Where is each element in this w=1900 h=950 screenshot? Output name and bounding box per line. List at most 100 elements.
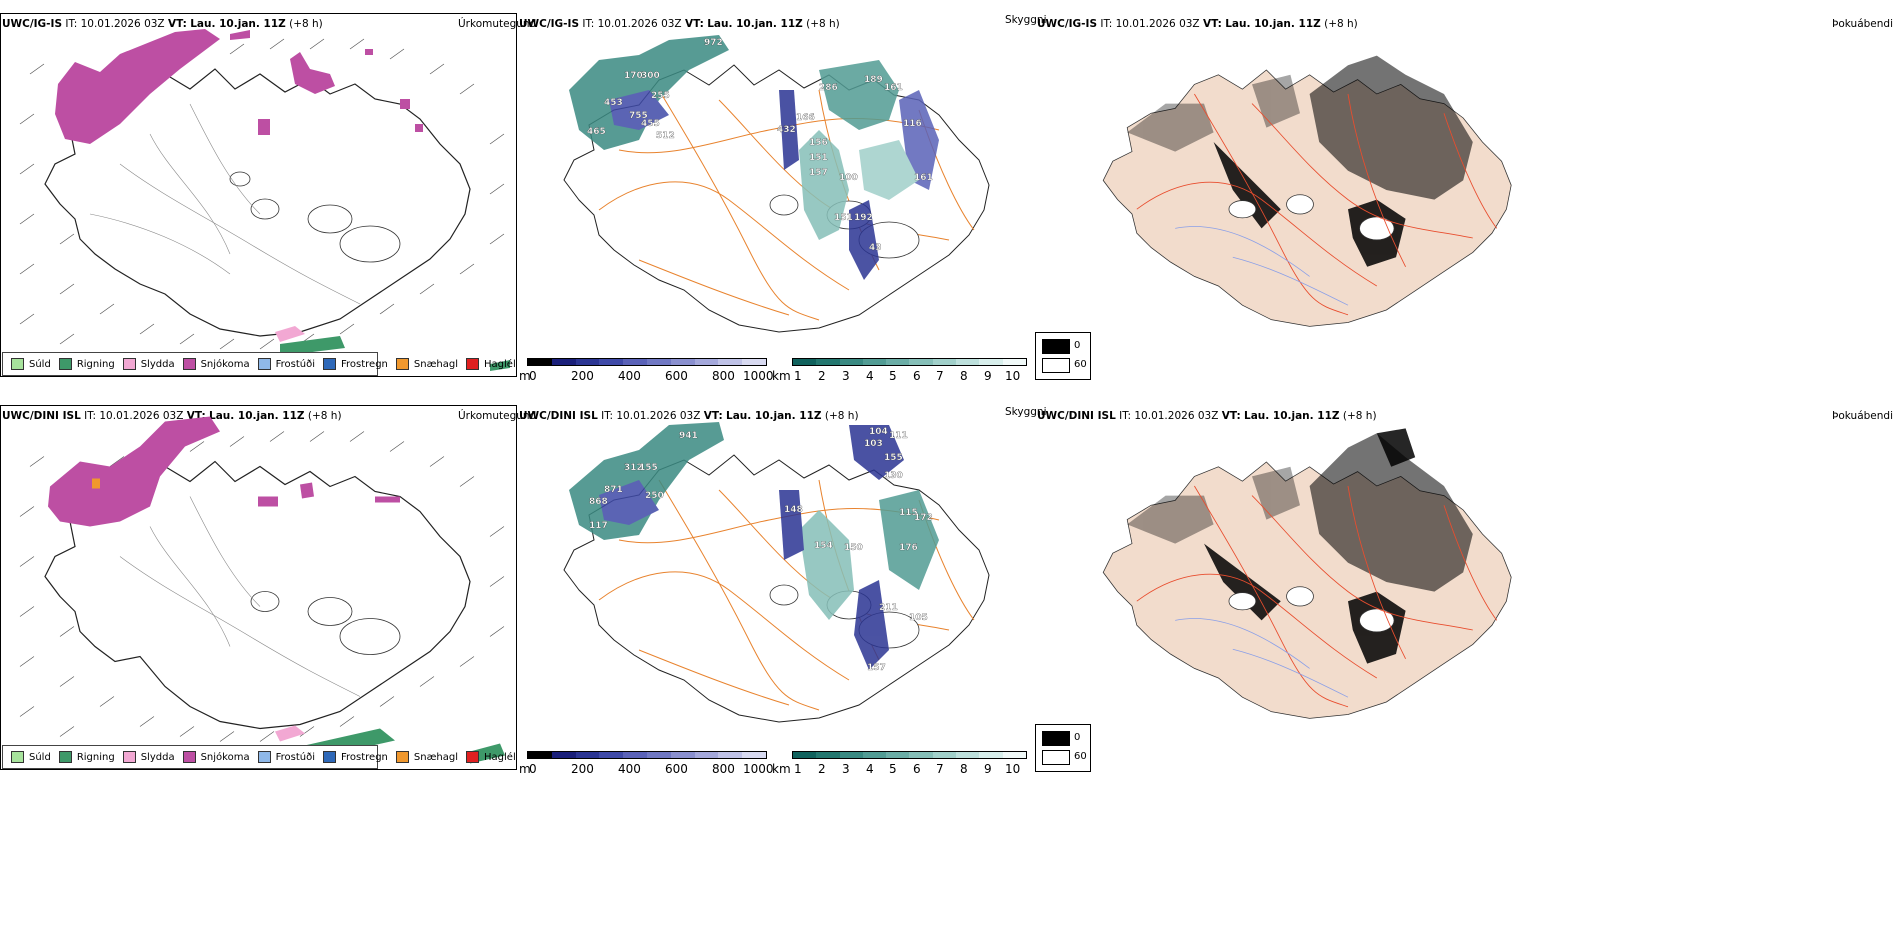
svg-text:105: 105 [909,613,928,623]
svg-text:189: 189 [864,75,883,85]
visibility-color-step [1002,359,1026,365]
svg-text:104: 104 [869,427,888,437]
fog-title-bottom: Þokuábendi [1832,410,1893,422]
legend-swatch [466,358,480,370]
ceiling-colorbar-top: m 0 200 400 600 800 1000 [519,358,774,392]
svg-text:151: 151 [834,213,853,223]
visibility-tick: 8 [960,762,968,776]
svg-text:155: 155 [639,463,658,473]
ceiling-color-step [718,752,743,758]
run-header-bottom-fog: UWC/DINI ISL IT: 10.01.2026 03Z VT: Lau.… [1037,410,1377,422]
legend-swatch [182,358,196,370]
ceiling-color-step [528,752,552,758]
svg-text:103: 103 [864,439,883,449]
ceiling-tick: 1000 [743,369,774,383]
svg-text:117: 117 [589,521,608,531]
visibility-color-step [932,359,957,365]
visibility-color-step [862,752,887,758]
visibility-colorbar-top: km 1 2 3 4 5 6 7 8 9 10 [772,358,1027,392]
ceiling-color-step [646,752,671,758]
visibility-color-step [979,359,1003,365]
visibility-tick: 3 [842,369,850,383]
ceiling-color-step [742,359,766,365]
visibility-tick: 2 [818,762,826,776]
svg-text:255: 255 [651,91,670,101]
ceiling-color-step [528,359,552,365]
visibility-color-step [886,752,910,758]
legend-swatch [257,358,271,370]
svg-text:465: 465 [587,127,606,137]
ceiling-colorbar-bottom: m 0 200 400 600 800 1000 [519,751,774,785]
svg-text:154: 154 [814,541,833,551]
svg-text:115: 115 [899,508,918,518]
visibility-title-bottom: Skyggni [1005,406,1047,418]
visibility-tick: 5 [889,369,897,383]
visibility-tick: 4 [866,369,874,383]
svg-text:161: 161 [884,83,903,93]
visibility-tick: 1 [794,369,802,383]
legend-item: Súld [11,751,51,763]
legend-swatch [323,751,336,763]
fog-legend-bottom: 0 60 [1035,724,1091,772]
visibility-tick: 6 [913,369,921,383]
precip-map-top [19,29,510,371]
svg-text:868: 868 [589,497,608,507]
run-header-top-precip: UWC/IG-IS IT: 10.01.2026 03Z VT: Lau. 10… [2,18,323,30]
ceiling-tick: 200 [571,762,594,776]
ceiling-color-step [646,359,671,365]
legend-item: Snjókoma [182,751,250,763]
svg-text:155: 155 [884,453,903,463]
svg-text:43: 43 [869,243,882,253]
visibility-color-step [816,752,840,758]
precip-type-panel-top [0,13,517,377]
legend-swatch [257,751,271,763]
svg-text:453: 453 [604,98,623,108]
visibility-color-step [793,359,817,365]
visibility-color-step [886,359,910,365]
svg-text:455: 455 [641,119,660,129]
legend-item: Frostúði [257,358,315,370]
visibility-color-step [956,359,980,365]
visibility-tick: 8 [960,369,968,383]
svg-text:176: 176 [899,543,918,553]
visibility-tick: 10 [1005,762,1021,776]
legend-item: Frostúði [257,751,315,763]
svg-text:170: 170 [624,71,643,81]
legend-item: Rigning [58,358,115,370]
ceiling-color-step [694,752,719,758]
svg-text:250: 250 [645,491,664,501]
visibility-color-step [793,752,817,758]
svg-text:286: 286 [819,83,838,93]
ceiling-tick: 800 [712,369,735,383]
run-header-bottom-precip: UWC/DINI ISL IT: 10.01.2026 03Z VT: Lau.… [2,410,342,422]
ceiling-color-step [575,752,600,758]
svg-text:116: 116 [903,119,922,129]
visibility-color-step [956,752,980,758]
legend-swatch [11,358,24,370]
fog-swatch-white [1042,358,1070,373]
visibility-colorbar-strip [792,358,1027,366]
visibility-tick: 9 [984,762,992,776]
svg-text:150: 150 [844,543,863,553]
legend-swatch [395,358,409,370]
precip-map-bottom [19,416,505,764]
visibility-tick: 6 [913,762,921,776]
precip-title-top: Úrkomutegund [458,18,537,30]
legend-swatch [122,358,136,370]
visibility-color-step [839,359,863,365]
svg-text:100: 100 [839,173,858,183]
ceiling-color-step [670,752,695,758]
ceiling-tick: 400 [618,369,641,383]
visibility-tick: 4 [866,762,874,776]
legend-item: Snæhagl [395,751,458,763]
ceiling-tick: 0 [529,762,537,776]
ceiling-unit: m [519,369,531,383]
legend-item: Rigning [58,751,115,763]
legend-swatch [182,751,196,763]
ceiling-tick: 200 [571,369,594,383]
svg-text:148: 148 [784,505,803,515]
svg-text:312: 312 [624,463,643,473]
legend-item: Frostregn [323,751,388,763]
svg-text:972: 972 [704,38,723,48]
